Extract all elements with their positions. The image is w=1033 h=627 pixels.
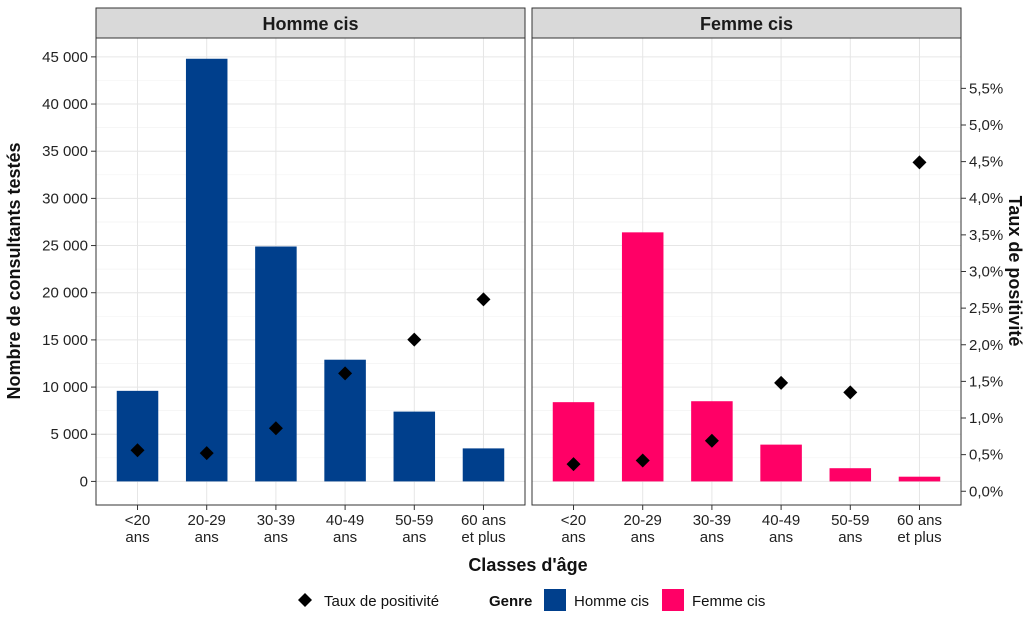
y-right-tick-label: 5,0%	[969, 117, 1003, 134]
positivity-point-homme-4	[407, 332, 422, 347]
y-axis-left-title: Nombre de consultants testés	[4, 142, 24, 399]
y-right-tick-label: 0,0%	[969, 483, 1003, 500]
positivity-point-femme-0	[566, 457, 581, 472]
x-tick-label-homme: 30-39 ans	[257, 512, 295, 546]
x-tick-label-femme: 50-59 ans	[831, 512, 869, 546]
legend-diamond-marker	[298, 593, 312, 607]
positivity-point-homme-2	[268, 421, 283, 436]
positivity-points	[130, 155, 927, 472]
x-tick-label-femme: 60 ans et plus	[897, 512, 942, 546]
bar-homme-4	[393, 411, 436, 482]
bar-femme-3	[760, 444, 802, 482]
y-right-tick-label: 3,0%	[969, 264, 1003, 281]
legend-swatch-femme	[662, 589, 684, 611]
y-right-tick-label: 4,0%	[969, 190, 1003, 207]
y-left-tick-label: 20 000	[42, 285, 88, 302]
legend: Taux de positivité Genre Homme cis Femme…	[298, 589, 765, 611]
positivity-point-homme-1	[199, 446, 214, 461]
y-left-tick-label: 45 000	[42, 49, 88, 66]
y-left-tick-label: 40 000	[42, 96, 88, 113]
bar-homme-0	[116, 390, 159, 482]
bar-homme-2	[255, 246, 297, 482]
positivity-point-femme-5	[912, 155, 927, 170]
positivity-point-homme-5	[476, 292, 491, 307]
y-right-tick-label: 0,5%	[969, 447, 1003, 464]
y-left-tick-label: 30 000	[42, 190, 88, 207]
legend-title-genre: Genre	[489, 593, 532, 610]
y-right-tick-label: 5,5%	[969, 80, 1003, 97]
y-left-tick-label: 5 000	[50, 426, 88, 443]
panel-homme-background	[96, 38, 525, 505]
y-right-tick-label: 1,5%	[969, 373, 1003, 390]
bar-femme-1	[621, 232, 664, 482]
x-tick-label-femme: 40-49 ans	[762, 512, 800, 546]
y-left-tick-label: 35 000	[42, 143, 88, 160]
y-left-tick-label: 10 000	[42, 379, 88, 396]
legend-label-homme: Homme cis	[574, 593, 649, 610]
facet-title-femme: Femme cis	[700, 14, 793, 34]
right-y-axis: 0,0% 0,5% 1,0% 1,5% 2,0% 2,5% 3,0% 3,5% 4,0% 4,5%…	[961, 80, 1003, 500]
legend-label-femme: Femme cis	[692, 593, 765, 610]
facet-strip-homme	[95, 7, 526, 39]
positivity-point-femme-3	[774, 375, 789, 390]
x-tick-label-femme: 20-29 ans	[624, 512, 662, 546]
positivity-point-femme-1	[635, 453, 650, 468]
legend-label-positivity: Taux de positivité	[324, 593, 439, 610]
x-tick-label-homme: 50-59 ans	[395, 512, 433, 546]
positivity-point-femme-2	[704, 433, 719, 448]
x-axis-title: Classes d'âge	[468, 555, 587, 575]
panel-homme-border	[95, 37, 526, 506]
x-tick-label-homme: 60 ans et plus	[461, 512, 506, 546]
y-left-tick-label: 0	[80, 473, 88, 490]
x-axis: <20 ans 20-29 ans 30-39 ans 40-49 ans 50-59 ans 60…	[125, 505, 942, 546]
bar-homme-5	[462, 448, 505, 482]
panel-femme-background	[532, 38, 961, 505]
y-right-tick-label: 2,0%	[969, 337, 1003, 354]
bar-femme-5	[898, 476, 941, 482]
y-right-tick-label: 1,0%	[969, 410, 1003, 427]
x-tick-label-femme: <20 ans	[561, 512, 586, 546]
x-tick-label-homme: 20-29 ans	[188, 512, 226, 546]
positivity-point-homme-3	[338, 366, 353, 381]
y-left-tick-label: 15 000	[42, 332, 88, 349]
positivity-point-femme-4	[843, 385, 858, 400]
y-right-tick-label: 4,5%	[969, 154, 1003, 171]
bar-homme-1	[185, 58, 228, 482]
x-tick-label-homme: <20 ans	[125, 512, 150, 546]
y-axis-right-title: Taux de positivité	[1005, 196, 1025, 347]
x-tick-label-femme: 30-39 ans	[693, 512, 731, 546]
y-left-tick-label: 25 000	[42, 238, 88, 255]
legend-swatch-homme	[544, 589, 566, 611]
y-right-tick-label: 3,5%	[969, 227, 1003, 244]
left-y-axis: 0 5 000 10 000 15 000 20 000 25 000 30 000 35 0…	[42, 49, 96, 490]
x-tick-label-homme: 40-49 ans	[326, 512, 364, 546]
bar-femme-4	[829, 468, 872, 482]
positivity-point-homme-0	[130, 443, 145, 458]
y-right-tick-label: 2,5%	[969, 300, 1003, 317]
facet-strip-femme	[531, 7, 962, 39]
facet-title-homme: Homme cis	[262, 14, 358, 34]
